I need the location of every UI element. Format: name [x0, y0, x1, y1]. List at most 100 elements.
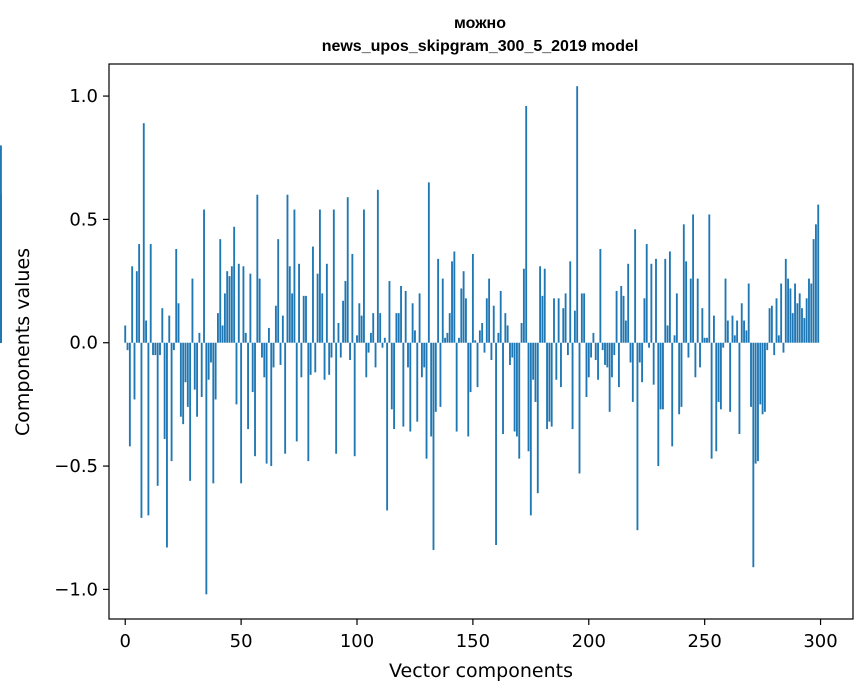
bar — [763, 342, 766, 412]
bar — [395, 313, 398, 343]
bar — [671, 342, 674, 447]
bar — [179, 342, 182, 417]
bar — [272, 342, 275, 368]
bar — [641, 342, 644, 383]
bar — [557, 298, 560, 343]
bar — [740, 303, 743, 343]
bar — [258, 278, 261, 343]
bar — [131, 266, 134, 343]
bar — [483, 342, 486, 353]
bar — [379, 313, 382, 343]
bar — [439, 342, 442, 407]
bar — [126, 342, 129, 351]
bar — [478, 330, 481, 343]
bar — [648, 342, 650, 348]
bar — [200, 342, 203, 397]
bar — [541, 295, 544, 343]
bar — [198, 332, 201, 343]
bar — [585, 342, 588, 397]
bar — [560, 342, 562, 388]
bar — [608, 342, 611, 412]
bar — [460, 288, 463, 343]
bar — [499, 290, 502, 343]
bar — [193, 342, 196, 390]
bar — [754, 342, 757, 464]
bar — [525, 105, 528, 343]
bar — [664, 258, 667, 343]
bar — [270, 342, 273, 467]
bar — [673, 335, 676, 343]
bar — [814, 224, 817, 343]
bar — [374, 342, 377, 368]
x-tick-label: 100 — [340, 631, 374, 652]
y-tick-label: −1.0 — [54, 579, 98, 600]
bar — [237, 263, 240, 343]
bar — [515, 342, 518, 437]
bar — [750, 342, 752, 407]
bar — [251, 342, 254, 393]
bar — [657, 342, 660, 467]
bar — [358, 303, 361, 343]
bar — [267, 327, 270, 343]
bar — [277, 239, 280, 343]
bar — [309, 342, 312, 375]
bar — [569, 261, 572, 343]
bar — [606, 342, 609, 368]
bar — [506, 325, 509, 343]
bar — [240, 342, 243, 484]
bar — [604, 342, 606, 365]
bar — [135, 271, 138, 343]
bar — [706, 337, 708, 343]
x-tick-label: 50 — [230, 631, 253, 652]
bar — [803, 318, 806, 343]
bar — [471, 253, 474, 343]
x-tick-label: 300 — [803, 631, 837, 652]
bar — [321, 293, 324, 343]
bar — [383, 337, 386, 343]
bar — [221, 325, 224, 343]
bar — [615, 290, 618, 343]
bar — [578, 342, 581, 474]
bar — [423, 342, 426, 368]
bar — [747, 283, 750, 343]
bar — [212, 342, 215, 484]
bar — [163, 342, 166, 439]
bar — [172, 342, 175, 351]
bar — [812, 239, 815, 343]
bar — [430, 342, 433, 437]
bar — [316, 273, 319, 343]
bar — [599, 249, 602, 343]
bar — [339, 342, 342, 358]
bar — [448, 313, 451, 343]
bar — [427, 182, 430, 343]
bar — [736, 320, 739, 343]
bar — [328, 342, 331, 375]
bar — [432, 342, 435, 550]
bar — [217, 313, 219, 343]
bar — [318, 209, 321, 343]
x-tick-label: 150 — [456, 631, 490, 652]
bar — [363, 209, 365, 343]
bar — [539, 266, 542, 343]
bar — [156, 342, 159, 486]
bar — [344, 281, 347, 343]
bar — [634, 229, 637, 343]
bar — [265, 342, 268, 464]
bar — [529, 342, 532, 516]
bar — [780, 283, 783, 343]
bar — [346, 197, 349, 343]
bar — [687, 342, 690, 358]
y-tick-label: 0.5 — [69, 209, 98, 230]
bar — [761, 342, 764, 415]
bar — [453, 251, 456, 343]
bar — [420, 342, 423, 378]
bar — [694, 342, 697, 378]
bar — [590, 342, 593, 358]
bar — [536, 342, 539, 494]
bar — [235, 342, 238, 405]
bar — [627, 263, 630, 343]
bar — [717, 342, 720, 402]
bar — [571, 342, 574, 430]
bar — [210, 342, 212, 363]
bar — [729, 342, 732, 412]
